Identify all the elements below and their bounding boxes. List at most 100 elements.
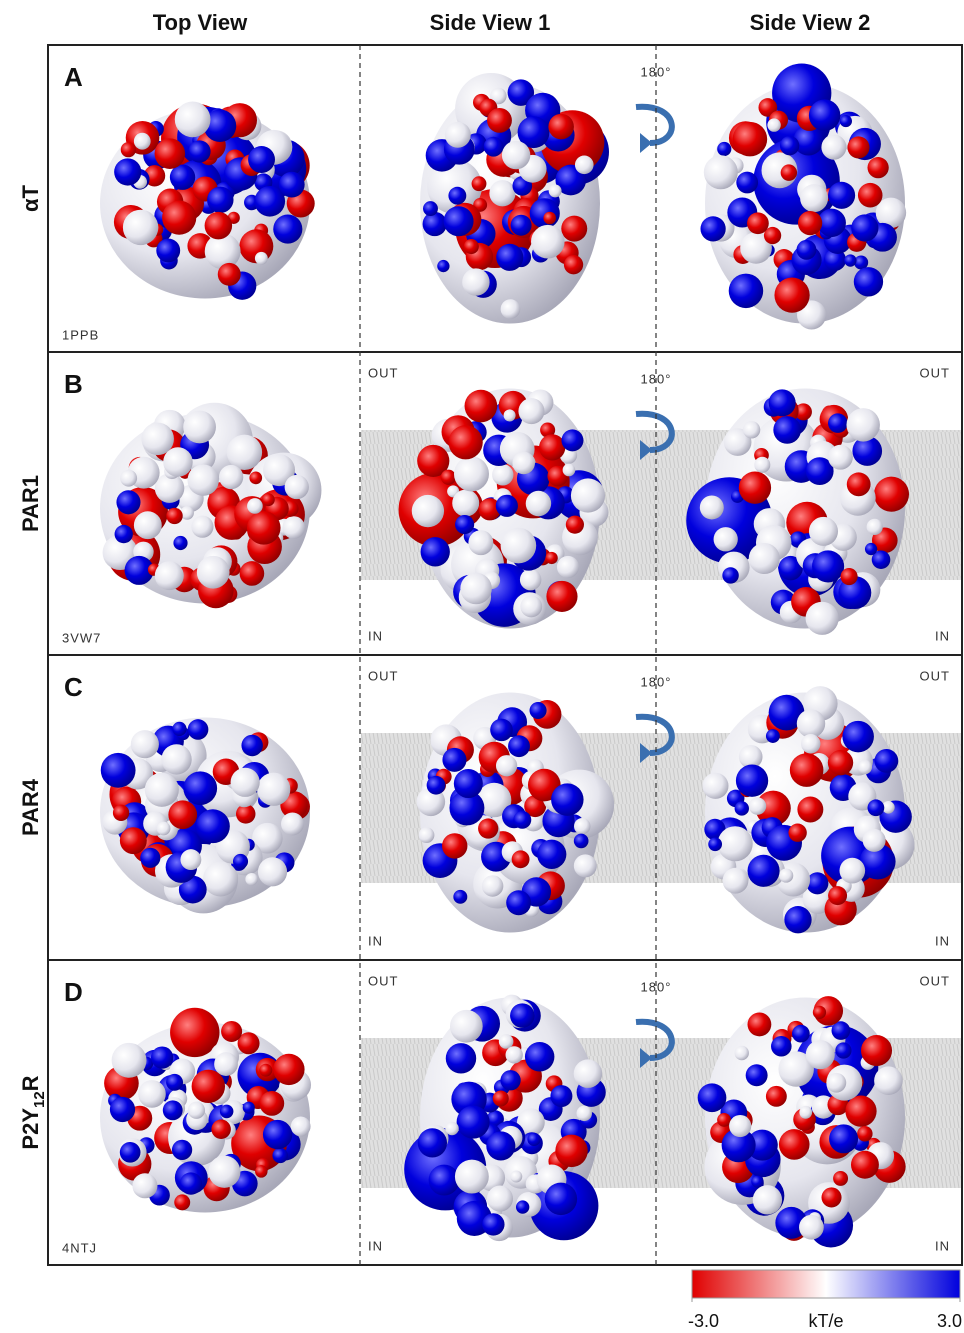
surface-patch	[248, 146, 276, 173]
surface-patch	[456, 1105, 490, 1139]
surface-patch	[218, 464, 244, 490]
surface-patch	[486, 1185, 514, 1212]
molecule-surface	[700, 63, 907, 330]
surface-patch	[722, 567, 739, 584]
surface-patch	[800, 733, 821, 754]
surface-patch	[281, 812, 304, 836]
out-label: OUT	[920, 668, 950, 683]
surface-patch	[771, 1035, 792, 1057]
surface-patch	[734, 1045, 749, 1061]
surface-patch	[765, 729, 780, 743]
surface-patch	[747, 1012, 772, 1037]
surface-patch	[779, 868, 794, 883]
surface-patch	[721, 1128, 756, 1163]
surface-patch	[531, 224, 565, 259]
surface-patch	[119, 1141, 141, 1163]
panel-letter: A	[64, 62, 83, 92]
surface-patch	[551, 783, 584, 816]
surface-patch	[847, 136, 870, 159]
surface-patch	[259, 1063, 273, 1077]
surface-patch	[765, 1085, 787, 1107]
surface-patch	[561, 429, 584, 452]
surface-patch	[515, 1200, 530, 1214]
surface-patch	[851, 214, 879, 242]
surface-patch	[462, 268, 490, 296]
surface-patch	[697, 1083, 727, 1113]
out-label: OUT	[920, 973, 950, 988]
surface-patch	[842, 720, 874, 753]
surface-patch	[463, 239, 479, 255]
surface-patch	[794, 403, 812, 421]
surface-patch	[154, 138, 186, 169]
surface-patch	[154, 473, 185, 503]
surface-patch	[723, 428, 752, 456]
surface-patch	[857, 1126, 873, 1142]
surface-patch	[492, 1090, 509, 1107]
surface-patch	[486, 1110, 504, 1128]
surface-patch	[219, 1104, 234, 1119]
surface-patch	[111, 1042, 147, 1078]
surface-patch	[273, 214, 303, 244]
surface-patch	[254, 185, 286, 217]
surface-patch	[454, 1159, 489, 1194]
surface-patch	[453, 456, 489, 492]
surface-patch	[187, 719, 209, 740]
surface-patch	[573, 1059, 603, 1088]
surface-patch	[156, 238, 181, 263]
surface-patch	[507, 79, 535, 106]
surface-patch	[151, 1046, 174, 1069]
surface-patch	[734, 801, 749, 816]
surface-patch	[565, 515, 584, 534]
surface-patch	[778, 1129, 810, 1160]
surface-patch	[481, 875, 504, 897]
surface-patch	[545, 551, 558, 565]
molecule-surface	[416, 692, 615, 933]
surface-patch	[445, 1121, 459, 1136]
surface-patch	[290, 1116, 311, 1137]
surface-patch	[767, 118, 781, 132]
surface-patch	[411, 494, 445, 528]
figure-frame	[47, 44, 963, 1266]
column-header: Side View 1	[430, 10, 551, 35]
surface-patch	[187, 1101, 206, 1119]
surface-patch	[442, 833, 468, 859]
surface-patch	[130, 730, 159, 759]
surface-patch	[555, 164, 587, 196]
surface-patch	[754, 456, 771, 473]
surface-patch	[775, 1206, 808, 1239]
surface-patch	[555, 1134, 588, 1168]
surface-patch	[263, 454, 296, 487]
surface-patch	[828, 413, 848, 433]
surface-patch	[845, 1095, 877, 1127]
surface-patch	[132, 1173, 158, 1199]
surface-patch	[520, 595, 543, 618]
surface-patch	[751, 1175, 764, 1188]
surface-patch	[203, 861, 239, 897]
in-label: IN	[935, 933, 950, 948]
surface-patch	[455, 514, 475, 535]
surface-patch	[574, 817, 591, 835]
surface-patch	[156, 821, 171, 836]
surface-patch	[717, 826, 753, 862]
surface-patch	[495, 755, 518, 777]
surface-patch	[779, 135, 800, 156]
surface-patch	[544, 1182, 578, 1216]
surface-patch	[857, 759, 873, 775]
surface-patch	[546, 580, 578, 612]
surface-patch	[183, 771, 218, 806]
surface-patch	[163, 447, 193, 477]
surface-patch	[747, 212, 769, 235]
molecule-surface	[100, 717, 310, 914]
surface-patch	[471, 176, 487, 192]
surface-patch	[700, 216, 726, 242]
row-label-part: PAR4	[18, 778, 43, 836]
surface-patch	[563, 255, 584, 275]
molecule-surface	[697, 996, 906, 1248]
surface-patch	[800, 184, 829, 213]
surface-patch	[498, 1034, 514, 1049]
surface-patch	[562, 463, 576, 477]
surface-patch	[449, 790, 485, 826]
surface-patch	[543, 211, 556, 225]
surface-patch	[116, 490, 141, 515]
surface-patch	[852, 436, 883, 466]
